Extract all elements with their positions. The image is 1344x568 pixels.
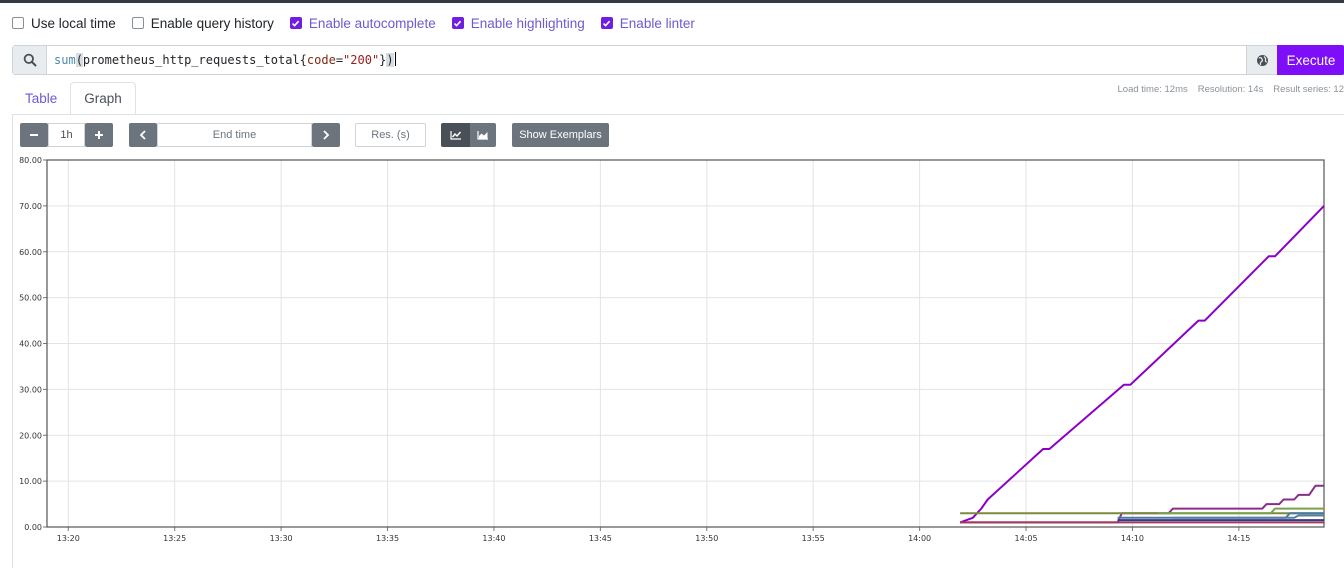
- checkbox-icon[interactable]: [131, 17, 144, 29]
- x-tick-label: 13:55: [802, 534, 825, 543]
- series-line-series-1: [959, 205, 1325, 524]
- checkbox-checked-icon[interactable]: [451, 17, 464, 29]
- next-time-button[interactable]: [312, 123, 340, 147]
- query-options: Use local time Enable query history Enab…: [12, 14, 711, 32]
- search-icon: [13, 46, 47, 74]
- checkbox-checked-icon[interactable]: [289, 17, 302, 29]
- graph-panel: [12, 114, 1344, 568]
- chart-svg: 0.00 10.00 20.00 30.00 40.00 50.00 60.00 70.00 8…: [19, 156, 1325, 543]
- plot-frame: [46, 159, 1325, 528]
- x-tick-label: 13:45: [589, 534, 612, 543]
- checkbox-icon[interactable]: [12, 17, 24, 29]
- y-tick-label: 10.00: [19, 477, 42, 486]
- option-enable-highlighting[interactable]: Enable highlighting: [451, 15, 585, 31]
- x-tick-label: 13:30: [270, 534, 293, 543]
- query-stats: Load time: 12ms Resolution: 14s Result s…: [1108, 84, 1344, 95]
- stacked-off-line-chart-icon[interactable]: [441, 123, 470, 147]
- x-tick-label: 13:50: [695, 534, 718, 543]
- query-metric: prometheus_http_requests_total: [82, 53, 300, 67]
- end-time-input[interactable]: End time: [157, 123, 312, 147]
- x-tick-label: 14:05: [1015, 534, 1038, 543]
- expression-input-group: sum(prometheus_http_requests_total{code=…: [12, 45, 1344, 75]
- query-function: sum: [54, 53, 76, 67]
- option-label: Use local time: [31, 15, 116, 31]
- expression-input[interactable]: sum(prometheus_http_requests_total{code=…: [54, 52, 396, 67]
- y-tick-label: 80.00: [19, 156, 42, 165]
- y-tick-label: 70.00: [19, 202, 42, 211]
- range-input[interactable]: 1h: [48, 123, 85, 147]
- increase-range-button[interactable]: [85, 123, 113, 147]
- option-label: Enable highlighting: [470, 15, 585, 31]
- text-caret: [394, 52, 396, 66]
- checkbox-checked-icon[interactable]: [600, 17, 613, 29]
- x-tick-label: 13:35: [376, 534, 399, 543]
- x-tick-label: 14:15: [1227, 534, 1250, 543]
- top-bar: [0, 0, 1344, 3]
- series-line-series-4: [1158, 507, 1324, 515]
- option-label: Enable linter: [619, 15, 695, 31]
- x-tick-label: 13:25: [163, 534, 186, 543]
- tab-table[interactable]: Table: [25, 90, 58, 106]
- result-series: Result series: 12: [1273, 84, 1344, 95]
- option-enable-autocomplete[interactable]: Enable autocomplete: [289, 15, 436, 31]
- query-paren-open: (: [75, 53, 83, 67]
- y-tick-label: 60.00: [19, 248, 42, 257]
- y-tick-label: 50.00: [19, 294, 42, 303]
- previous-time-button[interactable]: [129, 123, 157, 147]
- option-enable-linter[interactable]: Enable linter: [600, 15, 695, 31]
- show-exemplars-button[interactable]: Show Exemplars: [512, 123, 609, 147]
- stacked-area-chart-icon[interactable]: [470, 123, 496, 147]
- y-tick-label: 40.00: [19, 340, 42, 349]
- resolution-input[interactable]: Res. (s): [355, 123, 426, 147]
- query-brace-open: {: [299, 53, 307, 67]
- option-enable-query-history[interactable]: Enable query history: [131, 15, 274, 31]
- series-line-series-6: [1172, 514, 1324, 519]
- y-tick-label: 0.00: [24, 523, 42, 532]
- option-label: Enable query history: [150, 15, 274, 31]
- x-tick-label: 14:00: [908, 534, 931, 543]
- metrics-explorer-globe-icon[interactable]: [1246, 46, 1277, 74]
- x-tick-label: 13:20: [57, 534, 80, 543]
- query-label-value: "200": [343, 53, 380, 67]
- y-tick-label: 20.00: [19, 431, 42, 440]
- query-brace-close: }: [379, 53, 387, 67]
- option-label: Enable autocomplete: [308, 15, 436, 31]
- load-time: Load time: 12ms: [1117, 84, 1188, 95]
- query-label-name: code: [306, 53, 336, 67]
- query-paren-close: ): [386, 53, 394, 67]
- x-tick-label: 14:10: [1121, 534, 1144, 543]
- resolution: Resolution: 14s: [1197, 84, 1264, 95]
- execute-button[interactable]: Execute: [1277, 45, 1344, 75]
- result-tabs: Table Graph: [12, 82, 136, 114]
- decrease-range-button[interactable]: [20, 123, 48, 147]
- query-equals: =: [335, 53, 344, 67]
- option-use-local-time[interactable]: Use local time: [12, 16, 116, 31]
- graph-chart: 0.00 10.00 20.00 30.00 40.00 50.00 60.00 70.00 8…: [12, 150, 1344, 550]
- y-tick-label: 30.00: [19, 385, 42, 394]
- x-tick-label: 13:40: [482, 534, 505, 543]
- tab-graph[interactable]: Graph: [70, 82, 136, 114]
